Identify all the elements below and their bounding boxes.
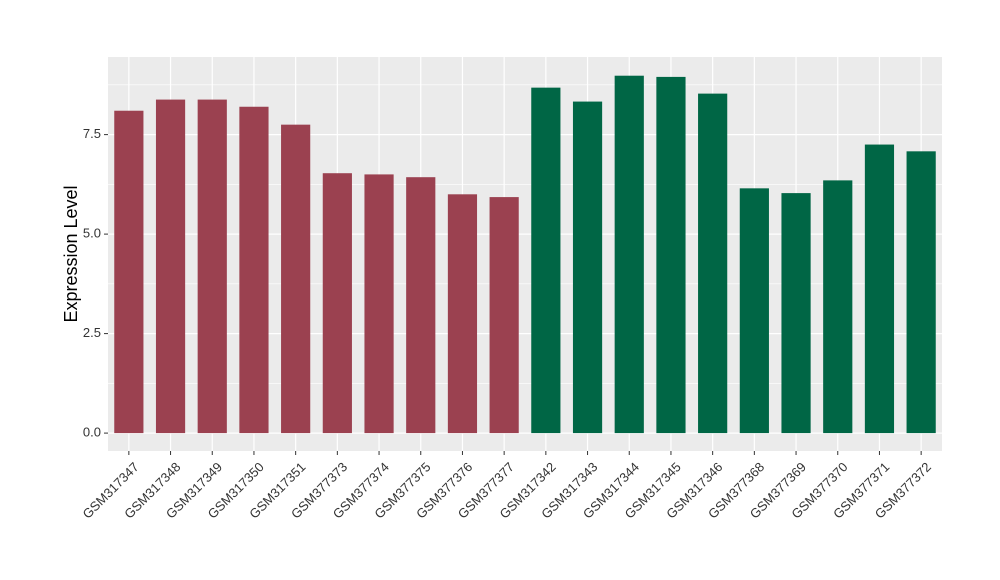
bar: [406, 177, 436, 434]
bar: [197, 99, 227, 434]
y-tick-label: 2.5: [83, 325, 101, 340]
y-tick-label: 5.0: [83, 226, 101, 241]
bar: [781, 193, 811, 434]
bar: [572, 101, 603, 434]
bar: [114, 110, 144, 434]
bar: [239, 106, 269, 434]
y-tick-label: 0.0: [83, 425, 101, 440]
y-tick-label: 7.5: [83, 126, 101, 141]
bar: [864, 144, 895, 434]
bar: [614, 75, 644, 434]
bar: [531, 87, 561, 434]
bar: [281, 124, 311, 434]
bar: [155, 99, 186, 434]
bar: [447, 194, 478, 434]
panel: [108, 57, 942, 451]
y-axis-label: Expression Level: [61, 185, 81, 322]
bar: [656, 76, 686, 434]
bar: [739, 188, 769, 434]
bar: [823, 180, 853, 434]
bar: [489, 197, 519, 434]
bar: [322, 173, 352, 434]
bar: [906, 151, 936, 434]
bar: [364, 174, 394, 434]
bar: [698, 93, 728, 434]
